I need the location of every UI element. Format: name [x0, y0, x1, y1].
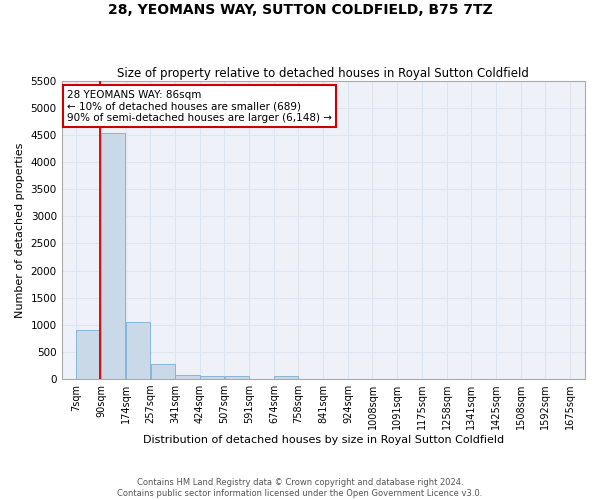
Bar: [274, 376, 298, 379]
Bar: [101, 134, 125, 379]
X-axis label: Distribution of detached houses by size in Royal Sutton Coldfield: Distribution of detached houses by size …: [143, 435, 504, 445]
Text: 28, YEOMANS WAY, SUTTON COLDFIELD, B75 7TZ: 28, YEOMANS WAY, SUTTON COLDFIELD, B75 7…: [107, 2, 493, 16]
Bar: [200, 376, 224, 379]
Bar: [76, 330, 101, 379]
Text: Contains HM Land Registry data © Crown copyright and database right 2024.
Contai: Contains HM Land Registry data © Crown c…: [118, 478, 482, 498]
Y-axis label: Number of detached properties: Number of detached properties: [15, 142, 25, 318]
Title: Size of property relative to detached houses in Royal Sutton Coldfield: Size of property relative to detached ho…: [118, 66, 529, 80]
Text: 28 YEOMANS WAY: 86sqm
← 10% of detached houses are smaller (689)
90% of semi-det: 28 YEOMANS WAY: 86sqm ← 10% of detached …: [67, 90, 332, 123]
Bar: [224, 376, 249, 379]
Bar: [126, 322, 151, 379]
Bar: [175, 374, 200, 379]
Bar: [151, 364, 175, 379]
